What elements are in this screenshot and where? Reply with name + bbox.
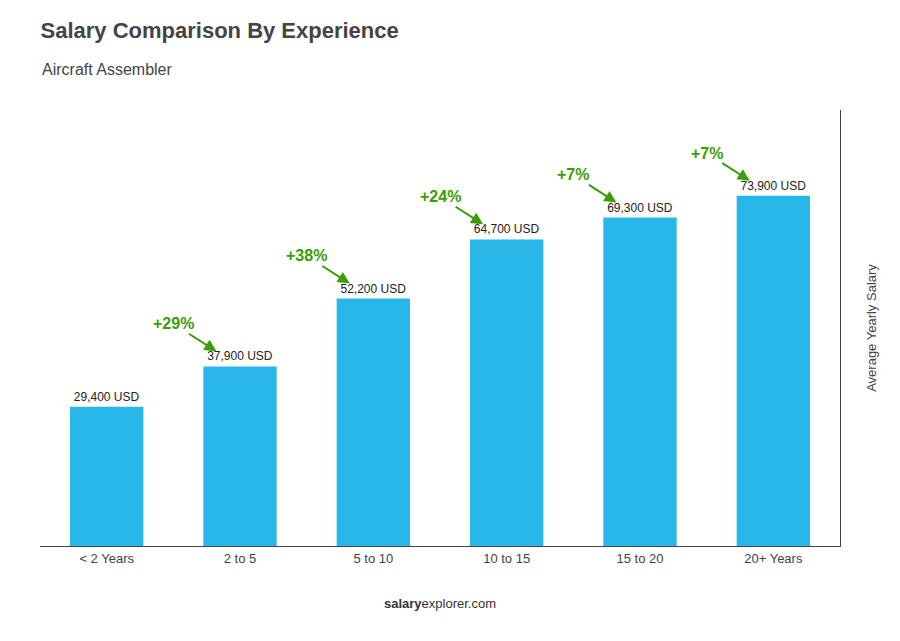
- svg-text:5 to 10: 5 to 10: [353, 551, 393, 566]
- svg-text:64,700 USD: 64,700 USD: [474, 222, 540, 236]
- svg-text:73,900 USD: 73,900 USD: [740, 179, 806, 193]
- svg-text:52,200 USD: 52,200 USD: [340, 282, 406, 296]
- svg-text:+24%: +24%: [420, 188, 461, 205]
- svg-text:69,300 USD: 69,300 USD: [607, 201, 673, 215]
- svg-text:+29%: +29%: [153, 315, 194, 332]
- svg-text:+7%: +7%: [557, 166, 589, 183]
- svg-text:10 to 15: 10 to 15: [483, 551, 530, 566]
- svg-text:Average Yearly Salary: Average Yearly Salary: [864, 264, 879, 392]
- svg-text:+7%: +7%: [691, 145, 723, 162]
- svg-text:Salary Comparison By Experienc: Salary Comparison By Experience: [41, 18, 399, 43]
- svg-text:< 2 Years: < 2 Years: [79, 551, 134, 566]
- svg-text:2 to 5: 2 to 5: [224, 551, 257, 566]
- svg-text:20+ Years: 20+ Years: [744, 551, 803, 566]
- svg-text:37,900 USD: 37,900 USD: [207, 349, 273, 363]
- svg-text:29,400 USD: 29,400 USD: [74, 390, 140, 404]
- svg-text:Aircraft Assembler: Aircraft Assembler: [42, 61, 172, 78]
- svg-text:15 to 20: 15 to 20: [617, 551, 664, 566]
- svg-text:salaryexplorer.com: salaryexplorer.com: [384, 596, 496, 611]
- svg-text:+38%: +38%: [286, 247, 327, 264]
